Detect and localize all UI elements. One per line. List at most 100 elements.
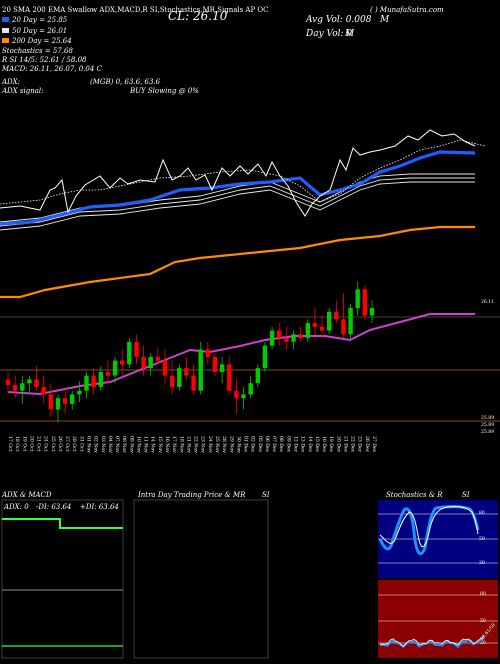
adx-panel-title: ADX & MACD: [1, 491, 52, 499]
rsi-tick-20: 20: [480, 640, 486, 646]
candle-body: [248, 383, 253, 395]
date-tick-label: 26 Dec: [364, 436, 370, 453]
candle-body: [127, 341, 132, 365]
date-tick-label: 16 Nov: [164, 436, 170, 453]
stoch-panel-title: Stochastics & R: [386, 491, 443, 499]
adx-panel-frame: [1, 499, 124, 659]
candle-body: [120, 360, 125, 365]
legend-sma50: 50 Day = 26.01: [12, 27, 67, 35]
date-tick-label: 29 Nov: [228, 436, 234, 453]
candle-body: [327, 311, 332, 331]
date-tick-label: 20 Dec: [335, 436, 341, 453]
date-tick-label: 26 Oct: [57, 436, 63, 452]
source-text: ( ) MunafaSutra.com: [370, 6, 444, 14]
date-tick-label: 27 Oct: [64, 436, 70, 452]
date-tick-label: 14 Dec: [307, 436, 313, 453]
price-label-3: 25.89: [481, 429, 494, 435]
date-tick-label: 03 Nov: [100, 436, 106, 453]
price-label-top: 26.11: [481, 299, 494, 305]
date-tick-label: 15 Dec: [314, 436, 320, 453]
candle-body: [27, 379, 32, 384]
date-tick-label: 13 Dec: [300, 436, 306, 453]
date-tick-label: 15 Nov: [157, 436, 163, 453]
price-label-1: 25.89: [481, 415, 494, 421]
candle-body: [148, 356, 153, 369]
date-tick-label: 02 Dec: [250, 436, 256, 453]
sma200-line: [0, 225, 475, 299]
price-label-2: 25.89: [481, 422, 494, 428]
candle-body: [284, 338, 289, 342]
sma200-swatch: [2, 38, 9, 43]
candle-body: [362, 289, 368, 316]
intraday-panel-frame: [133, 499, 269, 659]
candle-body: [34, 379, 39, 387]
sma20-line: [0, 150, 476, 226]
date-tick-label: 09 Nov: [128, 436, 134, 453]
close-label: CL: 26.10: [168, 9, 228, 23]
candle-body: [227, 364, 232, 391]
candle-body: [205, 349, 210, 357]
candle-body: [234, 390, 239, 399]
date-tick-label: 25 Nov: [214, 436, 220, 453]
date-tick-label: 09 Dec: [285, 436, 291, 453]
date-tick-label: 20 Oct: [28, 436, 34, 452]
day-vol-unit: M: [344, 29, 355, 39]
date-tick-label: 12 Dec: [292, 436, 298, 453]
date-tick-label: 23 Dec: [357, 436, 363, 453]
candle-body: [277, 330, 282, 339]
candle-body: [269, 330, 275, 346]
candle-body: [348, 308, 353, 335]
candle-body: [334, 311, 339, 320]
sma50-band-1: [0, 177, 475, 227]
date-tick-label: 28 Oct: [71, 436, 77, 452]
candle-body: [62, 398, 68, 404]
date-tick-label: 24 Oct: [43, 436, 49, 452]
candle-body: [198, 349, 203, 391]
date-tick-label: 05 Dec: [257, 436, 263, 453]
date-tick-label: 28 Nov: [221, 436, 227, 453]
legend-adx-signal: ADX signal:: [1, 87, 43, 95]
candle-body: [291, 334, 296, 342]
date-tick-label: 01 Nov: [86, 436, 92, 453]
date-tick-label: 10 Nov: [135, 436, 141, 453]
candle-body: [298, 334, 303, 339]
date-tick-label: 22 Dec: [350, 436, 356, 453]
candle-body: [262, 345, 268, 369]
date-tick-label: 16 Dec: [321, 436, 327, 453]
date-tick-label: 24 Nov: [207, 436, 213, 453]
stoch-tick-20: 20: [479, 560, 485, 566]
date-tick-label: 19 Dec: [328, 436, 334, 453]
avg-vol-label: Avg Vol: 0.008: [305, 15, 372, 25]
candle-body: [255, 368, 260, 384]
candle-body: [369, 308, 375, 316]
date-tick-label: 17 Nov: [171, 436, 177, 453]
date-tick-label: 21 Nov: [185, 436, 191, 453]
candle-body: [91, 375, 96, 387]
candle-body: [105, 371, 111, 376]
candle-body: [55, 398, 61, 410]
candle-body: [184, 368, 189, 376]
rsi-tick-50: 50: [480, 618, 486, 624]
date-tick-label: 11 Nov: [143, 436, 149, 453]
candle-body: [219, 364, 225, 372]
date-tick-label: 30 Nov: [235, 436, 241, 453]
minus-di-label: -DI: 63.64: [36, 503, 71, 511]
candle-body: [305, 323, 310, 339]
day-vol-label: Day Vol: 0: [305, 29, 352, 39]
legend-rsi: R SI 14/5: 52.61 / 58.08: [1, 56, 87, 64]
candle-body: [70, 394, 75, 404]
dotted-ema-line: [0, 139, 486, 205]
stoch-k-line: [378, 505, 480, 555]
legend-adx-values: (MGB) 0, 63.6, 63.6: [90, 78, 161, 86]
sma50-swatch: [2, 28, 9, 33]
legend-adx: ADX:: [1, 78, 20, 86]
sma20-swatch: [2, 17, 9, 22]
candle-body: [41, 386, 46, 395]
candle-body: [48, 394, 53, 410]
candle-body: [312, 323, 318, 327]
stoch-d-line: [379, 506, 479, 548]
rsi-signal-line: [380, 634, 485, 647]
date-tick-label: 02 Nov: [93, 436, 99, 453]
